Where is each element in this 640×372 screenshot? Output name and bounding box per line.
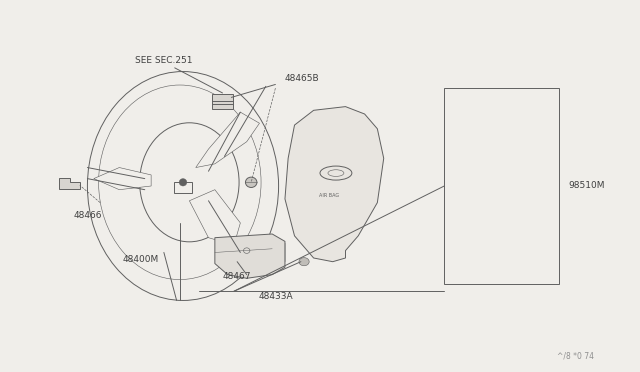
Bar bbox=[444, 88, 559, 284]
Polygon shape bbox=[94, 167, 151, 190]
Text: 48467: 48467 bbox=[223, 272, 252, 281]
Polygon shape bbox=[215, 234, 285, 278]
Text: 48433A: 48433A bbox=[258, 292, 292, 301]
Polygon shape bbox=[272, 240, 285, 262]
Text: 48400M: 48400M bbox=[122, 255, 159, 264]
Polygon shape bbox=[189, 190, 241, 245]
Bar bbox=[212, 94, 234, 109]
Polygon shape bbox=[285, 107, 384, 262]
Ellipse shape bbox=[179, 179, 187, 186]
Text: SEE SEC.251: SEE SEC.251 bbox=[135, 56, 193, 65]
Polygon shape bbox=[59, 178, 80, 189]
Ellipse shape bbox=[246, 177, 257, 187]
Text: AIR BAG: AIR BAG bbox=[319, 193, 340, 198]
Polygon shape bbox=[196, 112, 259, 167]
Ellipse shape bbox=[299, 258, 309, 266]
Text: ^/8 *0 74: ^/8 *0 74 bbox=[557, 351, 594, 360]
Text: 48465B: 48465B bbox=[285, 74, 319, 83]
Text: 98510M: 98510M bbox=[568, 182, 605, 190]
Text: 48466: 48466 bbox=[74, 211, 102, 220]
